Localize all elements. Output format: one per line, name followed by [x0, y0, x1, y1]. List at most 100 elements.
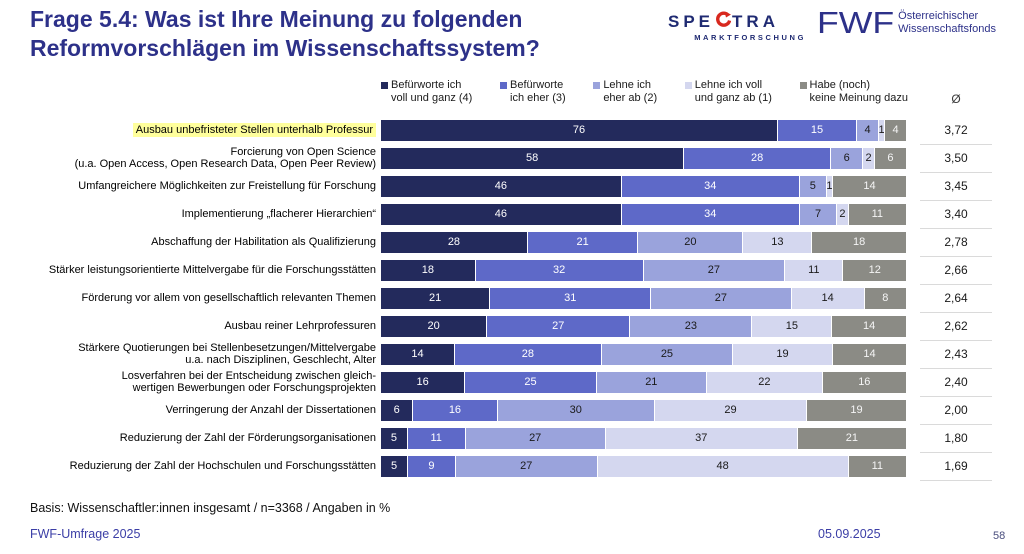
bar-segment: 4 — [856, 119, 878, 141]
legend-label-line2: keine Meinung dazu — [809, 92, 908, 104]
chart-row: Ausbau unbefristeter Stellen unterhalb P… — [0, 116, 1010, 145]
bar-segment: 6 — [381, 399, 413, 421]
bar-segment: 2 — [836, 203, 848, 225]
row-label-text: Ausbau reiner Lehrprofessuren — [224, 319, 376, 332]
row-label-text: Stärker leistungsorientierte Mittelverga… — [48, 263, 376, 276]
stacked-bar: 16 25 21 22 16 — [381, 371, 906, 393]
bar-segment: 11 — [847, 203, 906, 225]
spectra-text-right: TRA — [732, 11, 779, 31]
spectra-arrow-icon — [715, 11, 732, 32]
bar-segment: 20 — [381, 315, 487, 337]
bar-segment: 14 — [832, 343, 906, 365]
bar-segment: 37 — [604, 427, 797, 449]
stacked-bar: 28 21 20 13 18 — [381, 231, 906, 253]
chart-row: Förderung vor allem von gesellschaftlich… — [0, 284, 1010, 313]
chart-row: Forcierung von Open Science (u.a. Open Ac… — [0, 144, 1010, 173]
bar-segment: 46 — [381, 203, 621, 225]
row-average-value: 3,45 — [920, 172, 992, 201]
bar-segment: 7 — [798, 203, 837, 225]
bar-segment: 9 — [407, 455, 455, 477]
legend-label-line1: Habe (noch) — [809, 79, 871, 91]
page-title: Frage 5.4: Was ist Ihre Meinung zu folge… — [30, 5, 670, 63]
legend-swatch-icon — [799, 82, 807, 89]
chart-row: Abschaffung der Habilitation als Qualifi… — [0, 228, 1010, 257]
row-average-value: 2,66 — [920, 256, 992, 285]
fwf-subtext-line1: Österreichischer — [898, 10, 979, 22]
bar-segment: 2 — [862, 147, 874, 169]
bar-segment: 25 — [464, 371, 596, 393]
stacked-bar: 5 9 27 48 11 — [381, 455, 906, 477]
legend-swatch-icon — [500, 82, 507, 89]
legend-label: Befürworte ich voll und ganz (4) — [391, 79, 472, 105]
bar-segment: 21 — [381, 287, 490, 309]
bar-segment: 28 — [683, 147, 831, 169]
row-label-text: (u.a. Open Access, Open Research Data, O… — [74, 158, 376, 170]
row-label: Forcierung von Open Science (u.a. Open Ac… — [0, 146, 381, 171]
chart-row: Reduzierung der Zahl der Hochschulen und… — [0, 452, 1010, 481]
bar-segment: 28 — [453, 343, 601, 365]
bar-segment: 34 — [620, 175, 799, 197]
bar-segment: 76 — [381, 119, 777, 141]
chart-row: Ausbau reiner Lehrprofessuren 20 27 23 15 14 2… — [0, 312, 1010, 341]
stacked-bar: 6 16 30 29 19 — [381, 399, 906, 421]
bar-segment: 14 — [790, 287, 864, 309]
row-label: Stärker leistungsorientierte Mittelverga… — [0, 264, 381, 277]
bar-segment: 31 — [489, 287, 651, 309]
bar-segment: 32 — [474, 259, 643, 281]
legend-label-line1: Befürworte ich — [391, 79, 462, 91]
legend-label: Lehne ich voll und ganz ab (1) — [695, 79, 772, 105]
bar-segment: 15 — [751, 315, 832, 337]
row-label: Implementierung „flacherer Hierarchien“ — [0, 208, 381, 221]
bar-segment: 1 — [825, 175, 833, 197]
bar-segment: 18 — [381, 259, 475, 281]
stacked-bar: 58 28 6 2 6 — [381, 147, 907, 169]
row-label-text: Losverfahren bei der Entscheidung zwisch… — [121, 369, 376, 382]
fwf-logo-text: FWF — [817, 5, 895, 40]
stacked-bar: 21 31 27 14 8 — [381, 287, 906, 309]
bar-segment: 16 — [381, 371, 465, 393]
row-label: Abschaffung der Habilitation als Qualifi… — [0, 236, 381, 249]
legend-item: Befürworte ich voll und ganz (4) — [381, 79, 472, 105]
row-label: Losverfahren bei der Entscheidung zwisch… — [0, 370, 381, 395]
legend-label-line2: und ganz ab (1) — [694, 92, 772, 104]
row-average-value: 3,50 — [920, 144, 992, 173]
bar-segment: 4 — [884, 119, 906, 141]
bar-segment: 27 — [464, 427, 605, 449]
stacked-bar: 76 15 4 1 4 — [381, 119, 906, 141]
row-average-value: 2,64 — [920, 284, 992, 313]
bar-segment: 29 — [653, 399, 807, 421]
bar-segment: 11 — [406, 427, 465, 449]
stacked-bar: 20 27 23 15 14 — [381, 315, 906, 337]
stacked-bar: 14 28 25 19 14 — [381, 343, 906, 365]
bar-segment: 1 — [877, 119, 885, 141]
fwf-logo: FWF Österreichischer Wissenschaftsfonds — [817, 5, 996, 40]
chart-rows: Ausbau unbefristeter Stellen unterhalb P… — [0, 116, 1010, 481]
row-label-text: Implementierung „flacherer Hierarchien“ — [181, 207, 376, 220]
chart-row: Losverfahren bei der Entscheidung zwisch… — [0, 368, 1010, 397]
bar-segment: 21 — [796, 427, 907, 449]
footer-survey-name: FWF-Umfrage 2025 — [30, 527, 141, 541]
basis-note: Basis: Wissenschaftler:innen insgesamt /… — [30, 501, 391, 515]
spectra-text-left: SPE — [668, 11, 715, 31]
average-column-header: Ø — [951, 92, 961, 106]
row-label-text: u.a. nach Disziplinen, Geschlecht, Alter — [185, 354, 376, 366]
chart-row: Reduzierung der Zahl der Förderungsorgan… — [0, 424, 1010, 453]
row-label: Verringerung der Anzahl der Dissertation… — [0, 404, 381, 417]
chart-row: Stärker leistungsorientierte Mittelverga… — [0, 256, 1010, 285]
bar-segment: 18 — [811, 231, 906, 253]
legend-label: Lehne ich eher ab (2) — [603, 79, 657, 105]
legend-item: Befürworte ich eher (3) — [500, 79, 566, 105]
bar-segment: 16 — [412, 399, 497, 421]
bar-segment: 8 — [863, 287, 906, 309]
bar-segment: 27 — [642, 259, 785, 281]
bar-segment: 27 — [454, 455, 597, 477]
bar-segment: 14 — [832, 175, 906, 197]
spectra-logo: SPE TRA MARKTFORSCHUNG — [668, 11, 808, 42]
row-average-value: 2,62 — [920, 312, 992, 341]
bar-segment: 48 — [596, 455, 848, 477]
bar-segment: 5 — [798, 175, 826, 197]
bar-segment: 6 — [830, 147, 863, 169]
bar-segment: 46 — [381, 175, 621, 197]
row-label-text: Stärkere Quotierungen bei Stellenbesetzu… — [78, 341, 376, 354]
